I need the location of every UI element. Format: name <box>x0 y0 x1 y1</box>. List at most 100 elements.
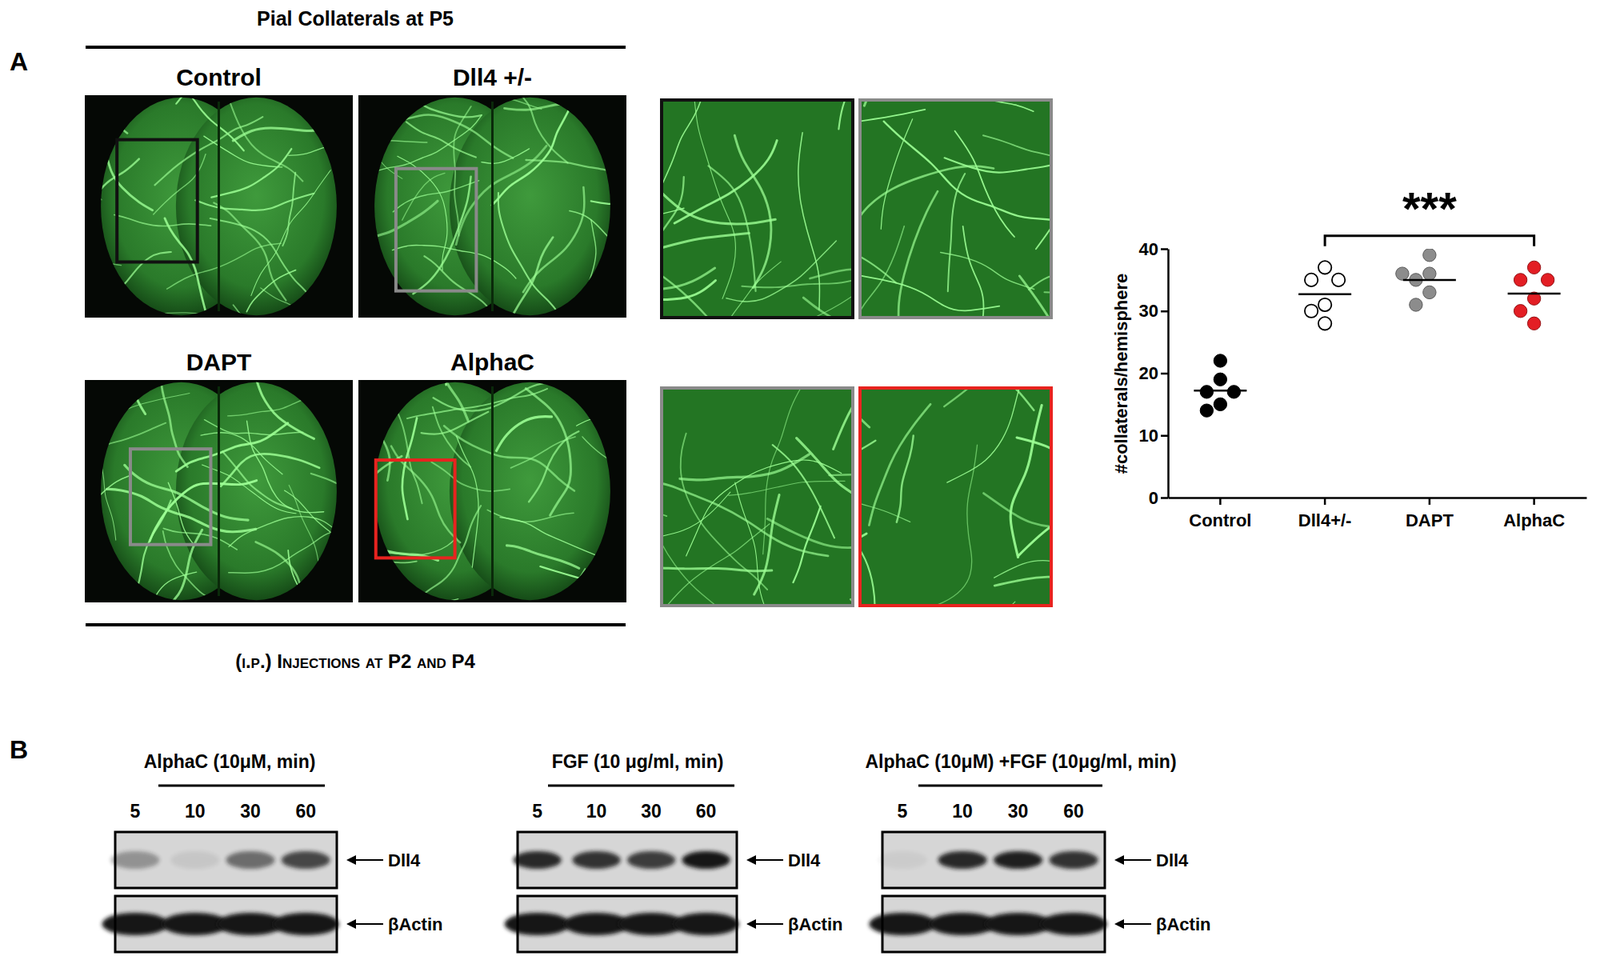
vessel <box>591 194 697 205</box>
arrow-head <box>346 855 356 865</box>
zoom-background <box>860 100 1052 318</box>
vessel <box>734 135 772 288</box>
arrow-head <box>1114 855 1124 865</box>
zoom-image <box>772 0 1244 415</box>
vessel <box>661 480 828 556</box>
band <box>504 912 571 936</box>
rule <box>548 784 735 788</box>
zoom-frame <box>661 388 853 606</box>
vessel <box>1019 276 1052 318</box>
band <box>682 851 731 869</box>
y-tick: 0 <box>1148 488 1168 508</box>
vessel <box>860 109 925 146</box>
blot-title: AlphaC (10μM, min) <box>144 751 316 772</box>
vessel <box>498 192 561 316</box>
vessel <box>456 436 479 568</box>
vessel <box>444 425 575 491</box>
band <box>572 851 621 869</box>
rule <box>158 784 325 788</box>
row-label: βActin <box>788 914 843 935</box>
vessel <box>741 272 853 288</box>
band <box>877 851 927 869</box>
background <box>0 0 1600 964</box>
vessel <box>492 102 573 205</box>
vessel <box>661 176 684 318</box>
blot-strip <box>504 896 740 952</box>
tick-label: 40 <box>1139 239 1159 260</box>
vessel <box>809 268 853 318</box>
figure: APial Collaterals at P5ControlDll4 +/-DA… <box>0 0 1600 964</box>
image-title: Control <box>176 64 262 91</box>
vessel <box>419 261 477 384</box>
vessel <box>67 85 102 200</box>
band <box>272 912 340 936</box>
vessel <box>0 89 128 134</box>
tick-mark <box>1160 372 1168 376</box>
brain-image <box>24 311 414 706</box>
vessel <box>525 388 571 516</box>
midline <box>217 386 220 596</box>
vessel <box>211 148 292 198</box>
vessel <box>24 332 108 404</box>
zoom-box <box>116 140 198 263</box>
tick-label: DAPT <box>1405 510 1454 531</box>
tick-label: AlphaC <box>1503 510 1565 531</box>
vessel <box>260 288 313 324</box>
vessel <box>428 303 446 385</box>
vessels <box>860 100 1052 318</box>
vessel <box>453 106 471 236</box>
vessel <box>282 172 296 247</box>
blot-frame <box>882 832 1105 888</box>
vessel <box>944 153 1052 173</box>
vessel <box>98 0 147 100</box>
vessel <box>253 369 315 439</box>
rule <box>918 784 1103 788</box>
vessel <box>680 454 810 480</box>
vessel <box>154 116 263 185</box>
vessel <box>1028 272 1052 290</box>
vessel <box>1036 163 1052 249</box>
vessel <box>72 159 140 248</box>
chart: 010203040ControlDll4+/-DAPTAlphaC#collat… <box>1111 182 1588 531</box>
vessels <box>0 0 397 387</box>
vessel <box>833 388 853 449</box>
vessel <box>661 272 787 318</box>
vessel <box>584 220 596 296</box>
vessel <box>80 475 132 521</box>
vessel <box>616 375 731 386</box>
vessel <box>541 62 620 120</box>
mean-line <box>1508 292 1561 296</box>
rule <box>85 45 626 49</box>
vessel <box>288 550 316 608</box>
tick-mark <box>1160 435 1168 438</box>
vessels <box>280 261 731 636</box>
data-point <box>1200 385 1213 399</box>
tick-label: 30 <box>1139 300 1159 321</box>
zoom-box <box>376 460 456 558</box>
blot-frame <box>517 896 737 952</box>
band <box>938 851 988 869</box>
blot-strip <box>868 896 1107 952</box>
brain-lobe <box>176 382 337 600</box>
vessel <box>914 444 978 606</box>
vessel <box>868 404 931 525</box>
vessel <box>228 531 349 573</box>
vessel <box>500 517 601 558</box>
vessel <box>914 388 1035 411</box>
row-label: Dll4 <box>1156 850 1189 871</box>
vessel <box>525 160 621 174</box>
vessel <box>433 380 560 411</box>
lane-label: 60 <box>1063 800 1084 822</box>
vessel <box>615 207 720 280</box>
vessel <box>0 154 99 184</box>
vessel <box>195 193 314 211</box>
vessel <box>540 566 639 588</box>
vessel <box>101 252 172 308</box>
vessel <box>506 545 579 568</box>
tick-mark <box>1219 497 1222 505</box>
arrow-head <box>746 855 756 865</box>
vessel <box>694 100 736 299</box>
zoom-box <box>130 448 212 545</box>
midline <box>491 386 494 596</box>
band <box>226 851 276 869</box>
